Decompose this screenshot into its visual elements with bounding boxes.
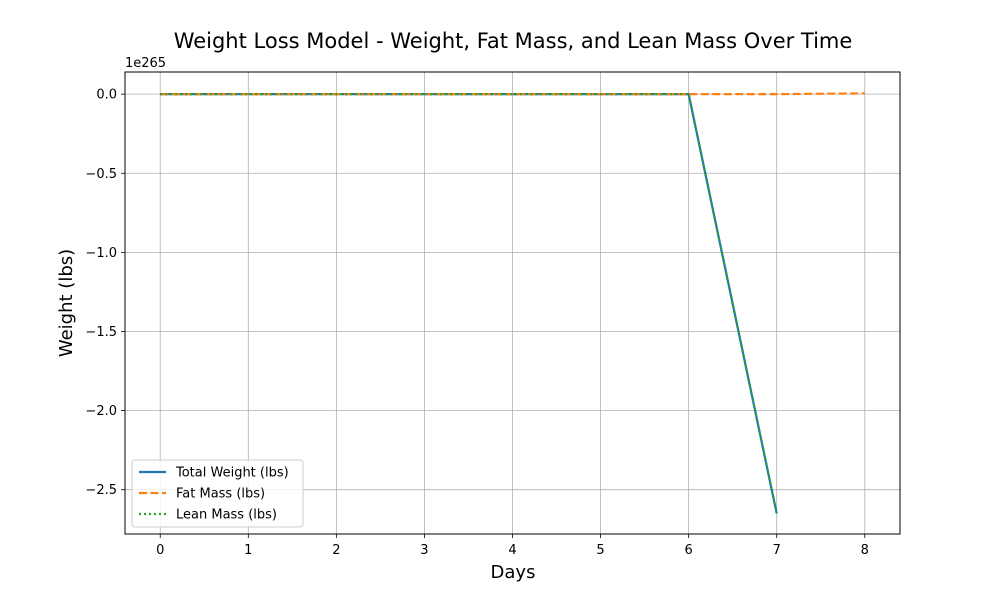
y-tick-label: −0.5 (85, 167, 117, 182)
series-line (160, 92, 865, 96)
y-axis-title: Weight (lbs) (56, 249, 77, 357)
y-tick-label: 0.0 (96, 88, 117, 103)
legend: Total Weight (lbs) Fat Mass (lbs) Lean Mas… (131, 459, 304, 528)
y-tick-label: −1.0 (85, 246, 117, 261)
x-tick-label: 2 (332, 543, 340, 558)
y-axis-offset-label: 1e265 (125, 56, 166, 71)
legend-label: Lean Mass (lbs) (176, 508, 277, 523)
x-tick-label: 1 (244, 543, 252, 558)
legend-box (131, 459, 304, 528)
legend-label: Fat Mass (lbs) (176, 487, 265, 502)
x-tick-label: 8 (861, 543, 869, 558)
plot-lines (160, 92, 865, 514)
x-tick-label: 3 (420, 543, 428, 558)
x-tick-label: 7 (773, 543, 781, 558)
y-tick-label: −1.5 (85, 325, 117, 340)
chart-title: Weight Loss Model - Weight, Fat Mass, an… (174, 29, 853, 53)
y-tick-label: −2.0 (85, 404, 117, 419)
x-tick-label: 6 (684, 543, 692, 558)
x-tick-label: 0 (156, 543, 164, 558)
x-tick-label: 4 (508, 543, 516, 558)
x-axis-title: Days (491, 562, 536, 583)
x-tick-label: 5 (596, 543, 604, 558)
y-axis-ticks: 0.0 −0.5 −1.0 −1.5 −2.0 −2.5 (85, 88, 125, 498)
legend-label: Total Weight (lbs) (175, 466, 289, 481)
x-axis-ticks: 0 1 2 3 4 5 6 7 8 (156, 534, 869, 558)
y-tick-label: −2.5 (85, 483, 117, 498)
